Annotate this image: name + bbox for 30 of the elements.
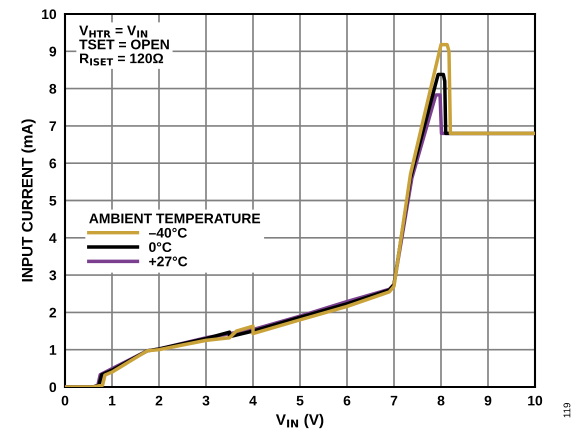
y-tick-label: 4 (49, 233, 57, 243)
x-tick-label: 9 (484, 396, 492, 406)
x-axis-title: V$_{IN}$ (V) (276, 414, 324, 428)
y-tick-label: 9 (49, 46, 56, 56)
annotation: V$_{HTR}$ = V$_{IN}$ TSET = OPEN R$_{ISET}$ = 120Ω (79, 26, 169, 66)
x-tick-label: 2 (156, 396, 162, 406)
y-tick-label: 8 (49, 84, 56, 94)
y-tick-label: 6 (49, 158, 56, 168)
legend-label: +27°C (149, 256, 188, 266)
legend-label: –40°C (148, 228, 187, 238)
y-tick-label: 3 (49, 270, 56, 280)
y-tick-label: 7 (50, 121, 56, 131)
y-tick-label: 2 (49, 308, 56, 318)
x-tick-label: 3 (202, 396, 210, 406)
x-tick-label: 8 (438, 396, 444, 406)
text: 119 (563, 403, 570, 418)
y-tick-label: 5 (49, 196, 56, 206)
y-tick-label: 1 (50, 345, 56, 355)
x-tick-label: 7 (390, 396, 398, 406)
x-tick-label: 1 (109, 396, 116, 406)
x-tick-label: 4 (249, 396, 257, 406)
x-tick-label: 0 (62, 396, 68, 406)
y-tick-label: 0 (49, 382, 56, 392)
y-tick-label: 10 (42, 9, 56, 20)
legend-label: 0°C (149, 242, 172, 252)
legend-title: AMBIENT TEMPERATURE (89, 214, 260, 224)
x-tick-label: 10 (528, 396, 542, 406)
x-tick-label: 6 (344, 396, 350, 406)
x-tick-label: 5 (296, 396, 304, 406)
y-axis-title: INPUT CURRENT (mA) (21, 119, 36, 282)
